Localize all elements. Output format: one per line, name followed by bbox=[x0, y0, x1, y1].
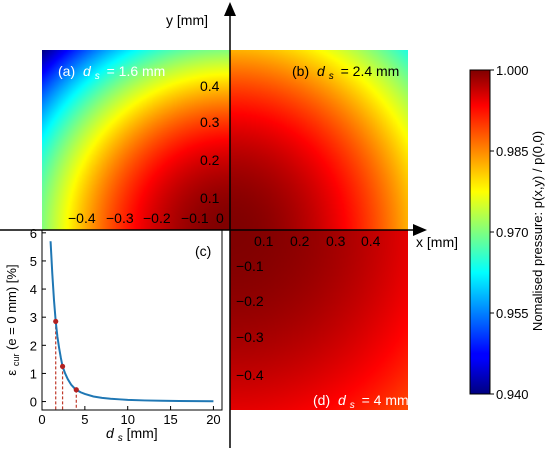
inset-c-ylabel: ε cur (e = 0 mm) [%] bbox=[4, 264, 22, 375]
inset-c-ylabel-var: ε bbox=[4, 370, 19, 376]
colorbar-tick-label: 0.955 bbox=[496, 306, 529, 321]
x-tick-label: 0 bbox=[216, 210, 224, 226]
inset-c-x-tick-label: 10 bbox=[120, 412, 134, 427]
y-axis-label: y [mm] bbox=[166, 12, 208, 28]
inset-c-xlabel-var: d bbox=[106, 425, 115, 441]
colorbar-label: Nomalised pressure: p(x,y) / p(0,0) bbox=[530, 131, 545, 331]
inset-c-y-tick-label: 5 bbox=[30, 254, 37, 269]
panel-label-b: (b) d s = 2.4 mm bbox=[292, 63, 399, 82]
y-tick-label: 0.3 bbox=[200, 114, 220, 130]
panel-b-var: d bbox=[317, 63, 326, 79]
colorbar-tick-labels: 1.000 0.985 0.970 0.955 0.940 bbox=[496, 63, 529, 402]
y-tick-label: −0.4 bbox=[236, 367, 264, 383]
panel-label-d: (d) d s = 4 mm bbox=[313, 392, 409, 411]
heatmap-panel-a bbox=[42, 50, 230, 230]
inset-c-x-tick-label: 5 bbox=[81, 412, 88, 427]
inset-c-ylabel-rest: (e = 0 mm) [%] bbox=[4, 264, 19, 350]
x-tick-label: −0.2 bbox=[143, 210, 171, 226]
inset-c-highlight-point bbox=[59, 363, 66, 370]
inset-c-xlabel-sub: s bbox=[118, 433, 123, 444]
x-tick-label: −0.3 bbox=[106, 210, 134, 226]
central-axes bbox=[0, 14, 415, 448]
colorbar-ticks bbox=[490, 69, 494, 395]
inset-c-y-tick-label: 1 bbox=[30, 366, 37, 381]
inset-c-x-tick-label: 15 bbox=[163, 412, 177, 427]
colorbar-tick-label: 0.970 bbox=[496, 225, 529, 240]
colorbar-tick-label: 1.000 bbox=[496, 63, 529, 78]
y-axis-positive-ticks: 0.1 0.2 0.3 0.4 bbox=[200, 78, 220, 206]
inset-c-highlight-point bbox=[73, 387, 79, 393]
x-tick-label: 0.4 bbox=[361, 233, 381, 249]
panel-a-sub: s bbox=[95, 71, 100, 82]
inset-c-xlabel-unit: [mm] bbox=[127, 425, 158, 441]
y-tick-label: −0.3 bbox=[236, 329, 264, 345]
panel-a-tag: (a) bbox=[58, 63, 75, 79]
y-axis-negative-ticks: −0.1 −0.2 −0.3 −0.4 bbox=[236, 258, 264, 383]
x-axis-label: x [mm] bbox=[416, 234, 458, 250]
x-axis-negative-ticks: −0.4 −0.3 −0.2 −0.1 0 bbox=[68, 210, 224, 226]
x-axis-arrow bbox=[413, 224, 427, 236]
inset-c-ylabel-sub: cur bbox=[11, 354, 21, 367]
inset-c-highlight-point bbox=[53, 318, 59, 325]
colorbar-tick-label: 0.940 bbox=[496, 387, 529, 402]
inset-c-x-tick-label: 20 bbox=[206, 412, 220, 427]
inset-c-y-tick-label: 6 bbox=[30, 226, 37, 241]
y-tick-label: 0.1 bbox=[200, 190, 220, 206]
y-axis-arrow bbox=[224, 2, 236, 16]
inset-c-y-tick-label: 3 bbox=[30, 310, 37, 325]
heatmap-panel-b bbox=[230, 50, 408, 230]
x-axis-positive-ticks: 0.1 0.2 0.3 0.4 bbox=[254, 233, 381, 249]
panel-d-sub: s bbox=[350, 400, 355, 411]
inset-c-x-tick-label: 0 bbox=[38, 412, 45, 427]
panel-d-value: = 4 mm bbox=[362, 392, 409, 408]
inset-c-ticks: 0 5 10 15 20 0 1 2 3 4 5 6 bbox=[30, 226, 221, 427]
panel-d-tag: (d) bbox=[313, 392, 330, 408]
panel-b-value: = 2.4 mm bbox=[341, 63, 400, 79]
x-tick-label: 0.2 bbox=[290, 233, 310, 249]
panel-b-tag: (b) bbox=[292, 63, 309, 79]
y-tick-label: −0.2 bbox=[236, 293, 264, 309]
x-tick-label: −0.4 bbox=[68, 210, 96, 226]
y-tick-label: −0.1 bbox=[236, 258, 264, 274]
panel-label-a: (a) d s = 1.6 mm bbox=[58, 63, 165, 82]
panel-b-sub: s bbox=[329, 71, 334, 82]
x-tick-label: 0.1 bbox=[254, 233, 274, 249]
x-tick-label: −0.1 bbox=[181, 210, 209, 226]
inset-c-y-tick-label: 2 bbox=[30, 338, 37, 353]
x-tick-label: 0.3 bbox=[326, 233, 346, 249]
colorbar bbox=[469, 69, 491, 395]
inset-c-xlabel: d s [mm] bbox=[106, 425, 158, 444]
heatmap-panel-d bbox=[230, 230, 408, 410]
y-tick-label: 0.2 bbox=[200, 152, 220, 168]
inset-c-y-tick-label: 4 bbox=[30, 282, 37, 297]
y-tick-label: 0.4 bbox=[200, 78, 220, 94]
panel-a-value: = 1.6 mm bbox=[107, 63, 166, 79]
colorbar-tick-label: 0.985 bbox=[496, 144, 529, 159]
inset-c-title: (c) bbox=[195, 243, 211, 259]
panel-a-var: d bbox=[83, 63, 92, 79]
inset-c-y-tick-label: 0 bbox=[30, 395, 37, 410]
inset-c-plot-area bbox=[49, 241, 214, 410]
panel-d-var: d bbox=[338, 392, 347, 408]
